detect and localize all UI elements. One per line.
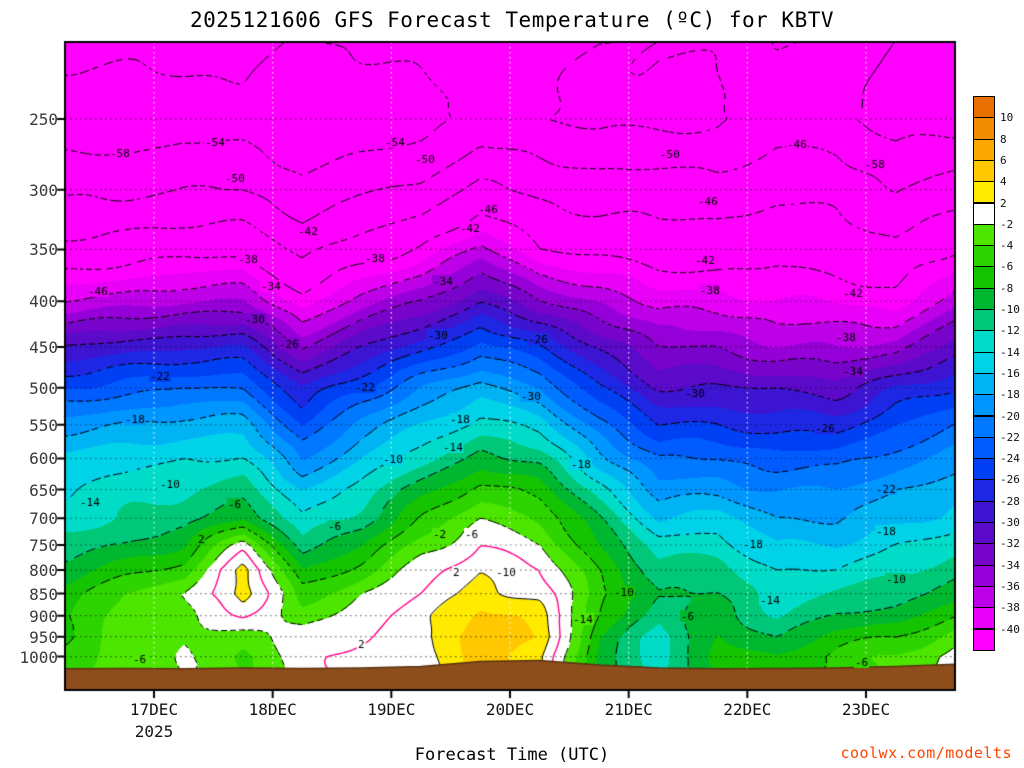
colorbar-tick-label: -16 <box>1000 366 1020 380</box>
y-axis-tick-label: 700 <box>29 509 58 529</box>
colorbar-cell <box>973 309 995 332</box>
chart-title: 2025121606 GFS Forecast Temperature (ºC)… <box>189 8 834 32</box>
colorbar-cell <box>973 159 995 183</box>
y-axis-tick-label: 650 <box>29 480 58 500</box>
colorbar-tick-label: -40 <box>1000 622 1020 636</box>
x-axis-tick-label: 23DEC <box>841 700 891 719</box>
x-axis-tick-label: 22DEC <box>723 700 772 719</box>
colorbar-tick-label: -32 <box>1000 537 1020 551</box>
colorbar-tick-label: -28 <box>1000 494 1020 508</box>
x-axis-title: Forecast Time (UTC) <box>414 745 610 765</box>
colorbar-tick-label: -8 <box>1000 281 1014 295</box>
colorbar-cell <box>973 500 995 523</box>
x-axis-tick-label: 21DEC <box>604 700 653 719</box>
colorbar-tick-label: 4 <box>1000 175 1007 189</box>
y-axis-tick-label: 250 <box>29 109 58 129</box>
y-axis-tick-label: 350 <box>29 240 58 260</box>
year-label: 2025 <box>134 722 174 741</box>
colorbar-tick-label: -14 <box>1000 345 1020 359</box>
colorbar-cell <box>973 138 995 161</box>
y-axis-tick-label: 300 <box>29 180 58 200</box>
colorbar-tick-label: -24 <box>1000 452 1020 466</box>
colorbar-cell <box>973 266 995 289</box>
colorbar-tick-label: -12 <box>1000 324 1020 338</box>
y-axis-tick-label: 750 <box>29 536 58 555</box>
y-axis-tick-label: 800 <box>29 561 58 581</box>
x-axis-tick-label: 17DEC <box>129 700 179 719</box>
colorbar-tick-label: -10 <box>1000 303 1020 316</box>
colorbar-cell <box>973 330 995 353</box>
watermark-link[interactable]: coolwx.com/modelts <box>840 744 1012 762</box>
colorbar-cell <box>973 394 995 417</box>
x-axis-tick-label: 18DEC <box>248 700 297 719</box>
colorbar-cell <box>973 287 995 310</box>
x-axis-tick-label: 19DEC <box>367 700 416 719</box>
colorbar-cell <box>973 351 995 374</box>
colorbar-tick-label: -20 <box>1000 409 1020 423</box>
colorbar-tick-label: -2 <box>1000 217 1014 231</box>
y-axis-tick-label: 550 <box>29 415 58 435</box>
colorbar-tick-label: 10 <box>1000 111 1014 125</box>
colorbar-cell <box>973 202 995 225</box>
colorbar-cell <box>973 564 995 587</box>
y-axis-tick-label: 600 <box>29 449 58 469</box>
y-axis-tick-label: 1000 <box>19 647 58 667</box>
colorbar-cell <box>973 415 995 438</box>
colorbar-tick-label: -38 <box>1000 601 1020 615</box>
colorbar-cell <box>973 223 995 247</box>
colorbar-cell <box>973 607 995 630</box>
y-axis-tick-label: 400 <box>29 292 58 312</box>
colorbar-cell <box>973 458 995 481</box>
colorbar-tick-label: 6 <box>1000 153 1007 167</box>
colorbar-cell <box>973 522 995 545</box>
x-axis-tick-label: 20DEC <box>485 700 535 719</box>
colorbar-tick-label: -22 <box>1000 430 1020 444</box>
y-axis-tick-label: 500 <box>29 378 58 398</box>
colorbar-cell <box>973 436 995 460</box>
colorbar-cell <box>973 245 995 268</box>
y-axis-tick-label: 850 <box>29 584 58 604</box>
colorbar-tick-label: -18 <box>1000 388 1020 402</box>
colorbar-cell <box>973 543 995 566</box>
colorbar-tick-label: -30 <box>1000 516 1020 529</box>
colorbar-cell <box>973 585 995 609</box>
colorbar-tick-label: -6 <box>1000 260 1014 274</box>
colorbar-tick-label: 2 <box>1000 196 1007 210</box>
colorbar-cell <box>973 372 995 396</box>
colorbar-cell <box>973 628 995 651</box>
colorbar-tick-label: -34 <box>1000 558 1020 572</box>
colorbar-cell <box>973 181 995 204</box>
colorbar-cell <box>973 479 995 502</box>
colorbar-cell <box>973 96 995 119</box>
colorbar-tick-label: -36 <box>1000 579 1020 593</box>
colorbar-tick-label: -26 <box>1000 473 1020 487</box>
y-axis-tick-label: 450 <box>29 337 58 357</box>
colorbar-tick-label: -4 <box>1000 239 1014 253</box>
colorbar-tick-label: 8 <box>1000 132 1007 146</box>
y-axis-tick-label: 950 <box>29 627 58 647</box>
colorbar-cell <box>973 117 995 140</box>
y-axis-tick-label: 900 <box>29 606 58 626</box>
